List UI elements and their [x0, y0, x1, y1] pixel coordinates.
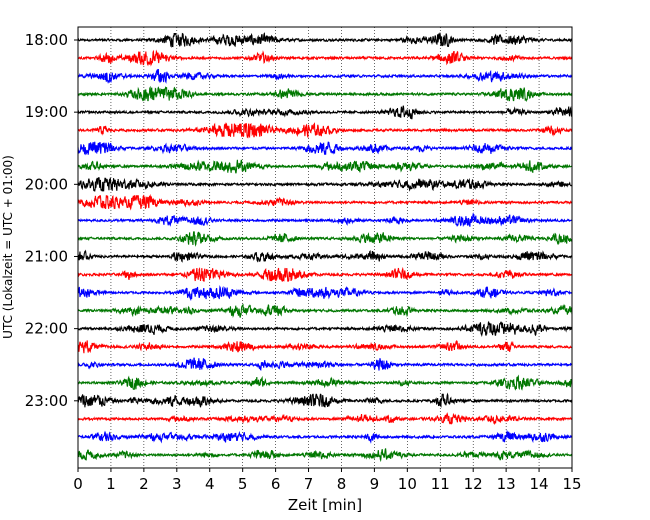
trace-2015	[77, 193, 573, 211]
y-tick-label: 20:00	[25, 175, 68, 193]
y-tick-label: 21:00	[25, 247, 68, 265]
trace-2315	[77, 412, 573, 426]
y-tick-label: 18:00	[25, 31, 68, 49]
x-tick-label: 1	[106, 475, 116, 493]
x-tick-label: 12	[464, 475, 483, 493]
trace-1915	[77, 122, 573, 139]
trace-1900	[77, 105, 573, 120]
trace-1845	[77, 85, 573, 103]
trace-2300	[77, 392, 573, 408]
trace-group	[77, 31, 573, 463]
trace-2215	[77, 339, 573, 354]
x-tick-label: 4	[205, 475, 215, 493]
x-axis-ticks: 0 1 2 3 4 5 6 7 8 9 10 11 12 13 14 15	[73, 468, 582, 493]
x-tick-label: 10	[398, 475, 417, 493]
x-tick-label: 15	[562, 475, 581, 493]
trace-2230	[77, 357, 573, 371]
trace-2100	[77, 249, 573, 263]
trace-2145	[77, 303, 573, 318]
trace-2330	[77, 429, 573, 444]
trace-1830	[77, 69, 573, 85]
y-tick-label: 23:00	[25, 392, 68, 410]
x-tick-label: 2	[139, 475, 149, 493]
trace-2115	[77, 266, 573, 282]
plot-frame	[77, 26, 573, 469]
x-tick-label: 3	[172, 475, 182, 493]
trace-1945	[77, 159, 573, 174]
y-tick-label: 19:00	[25, 103, 68, 121]
trace-2030	[77, 212, 573, 228]
trace-2200	[77, 320, 573, 338]
x-tick-label: 7	[304, 475, 314, 493]
x-tick-label: 0	[73, 475, 83, 493]
x-tick-label: 8	[337, 475, 347, 493]
x-tick-label: 6	[271, 475, 281, 493]
x-tick-label: 9	[370, 475, 380, 493]
trace-2345	[77, 448, 573, 463]
y-axis-label: UTC (Lokalzeit = UTC + 01:00)	[1, 155, 15, 339]
y-tick-label: 22:00	[25, 320, 68, 338]
trace-1800	[77, 31, 573, 48]
x-axis-label: Zeit [min]	[288, 496, 362, 514]
trace-1930	[77, 141, 573, 156]
y-axis-ticks: 18:00 19:00 20:00 21:00 22:00 23:00	[25, 31, 78, 410]
x-tick-label: 14	[530, 475, 549, 493]
trace-2130	[77, 285, 573, 302]
trace-2045	[77, 231, 573, 247]
x-tick-label: 13	[497, 475, 516, 493]
trace-2245	[77, 374, 573, 391]
x-tick-label: 5	[238, 475, 248, 493]
trace-2000	[77, 177, 573, 192]
trace-1815	[77, 49, 573, 67]
x-tick-label: 11	[431, 475, 450, 493]
